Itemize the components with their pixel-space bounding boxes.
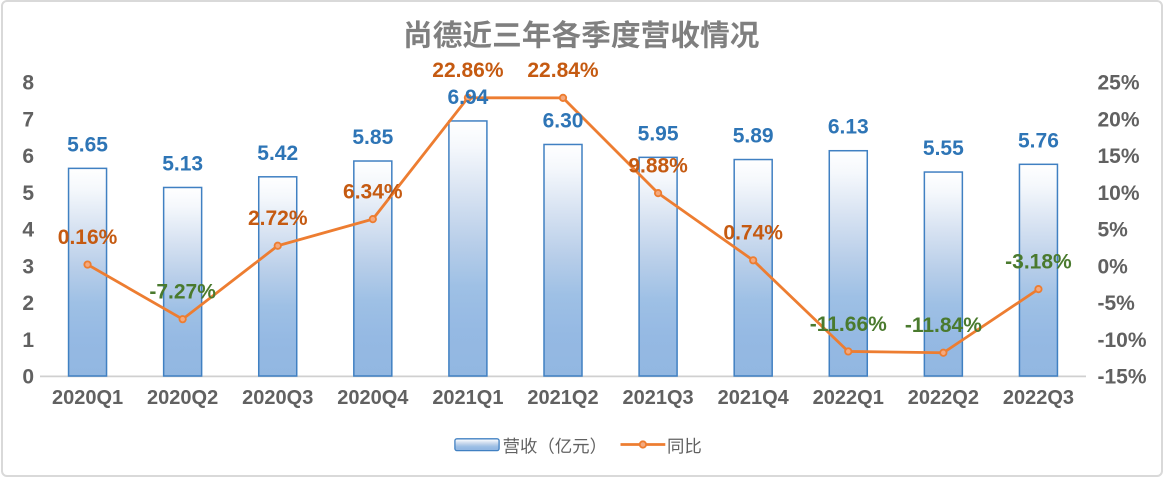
- svg-text:6.34%: 6.34%: [343, 181, 403, 204]
- svg-text:0%: 0%: [1098, 255, 1129, 278]
- svg-text:-3.18%: -3.18%: [1005, 250, 1072, 273]
- svg-text:2020Q4: 2020Q4: [337, 387, 409, 409]
- svg-text:-11.66%: -11.66%: [810, 313, 887, 336]
- svg-text:22.86%: 22.86%: [432, 59, 504, 82]
- svg-text:2021Q4: 2021Q4: [718, 387, 790, 409]
- svg-text:22.84%: 22.84%: [527, 59, 599, 82]
- svg-text:2020Q3: 2020Q3: [242, 387, 313, 409]
- svg-text:5.13: 5.13: [162, 152, 203, 175]
- svg-text:2.72%: 2.72%: [248, 207, 308, 230]
- svg-text:-15%: -15%: [1098, 366, 1147, 389]
- svg-text:15%: 15%: [1098, 145, 1140, 168]
- svg-text:5.89: 5.89: [733, 124, 774, 147]
- svg-text:7: 7: [22, 108, 34, 131]
- svg-text:5: 5: [22, 182, 34, 205]
- svg-text:0.74%: 0.74%: [723, 222, 783, 245]
- svg-text:5.76: 5.76: [1018, 129, 1059, 152]
- svg-text:25%: 25%: [1098, 72, 1140, 95]
- svg-text:0: 0: [22, 366, 34, 389]
- svg-text:4: 4: [22, 219, 34, 242]
- svg-text:2: 2: [22, 292, 34, 315]
- svg-text:2021Q1: 2021Q1: [432, 387, 503, 409]
- svg-text:5.42: 5.42: [257, 142, 298, 165]
- svg-text:5.85: 5.85: [352, 126, 393, 149]
- svg-text:0.16%: 0.16%: [58, 226, 118, 249]
- svg-text:2022Q2: 2022Q2: [908, 387, 979, 409]
- svg-text:-5%: -5%: [1098, 292, 1136, 315]
- svg-text:2020Q2: 2020Q2: [147, 387, 218, 409]
- svg-text:2021Q2: 2021Q2: [527, 387, 598, 409]
- svg-text:-7.27%: -7.27%: [149, 281, 216, 304]
- svg-text:2020Q1: 2020Q1: [52, 387, 123, 409]
- svg-text:6: 6: [22, 145, 34, 168]
- svg-text:6.13: 6.13: [828, 116, 869, 139]
- svg-text:5%: 5%: [1098, 219, 1129, 242]
- svg-text:1: 1: [22, 329, 34, 352]
- svg-text:2022Q3: 2022Q3: [1003, 387, 1074, 409]
- svg-text:-11.84%: -11.84%: [905, 314, 982, 337]
- svg-text:20%: 20%: [1098, 108, 1140, 131]
- svg-text:10%: 10%: [1098, 182, 1140, 205]
- svg-text:6.94: 6.94: [447, 86, 488, 109]
- svg-text:-10%: -10%: [1098, 329, 1147, 352]
- svg-text:3: 3: [22, 255, 34, 278]
- svg-text:9.88%: 9.88%: [628, 154, 688, 177]
- svg-text:5.55: 5.55: [923, 137, 964, 160]
- svg-text:2021Q3: 2021Q3: [623, 387, 694, 409]
- svg-text:5.65: 5.65: [67, 133, 108, 156]
- svg-text:6.30: 6.30: [543, 109, 584, 132]
- svg-text:5.95: 5.95: [638, 122, 679, 145]
- svg-text:8: 8: [22, 72, 34, 95]
- svg-text:2022Q1: 2022Q1: [813, 387, 884, 409]
